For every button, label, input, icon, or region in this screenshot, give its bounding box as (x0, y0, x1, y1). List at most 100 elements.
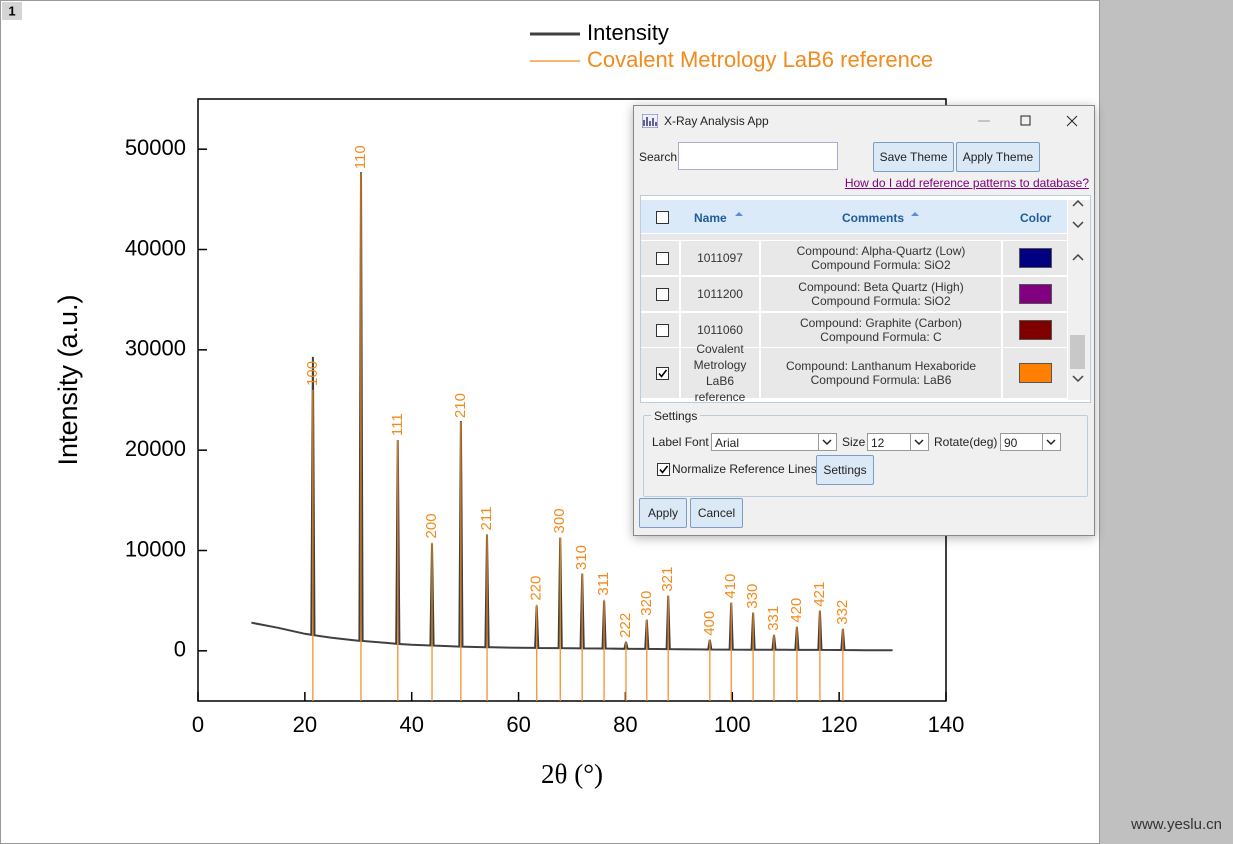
row-color-cell (1003, 313, 1067, 347)
dialog: X-Ray Analysis App Search Save Theme App… (633, 105, 1095, 536)
cut-row (641, 234, 1067, 240)
hkl-label: 210 (452, 393, 469, 418)
dropdown-arrow (1042, 434, 1056, 450)
column-header[interactable]: Color (1020, 211, 1052, 225)
hkl-label: 321 (659, 567, 676, 592)
hkl-label: 331 (765, 606, 782, 631)
hkl-label: 111 (389, 413, 406, 436)
row-color-cell (1003, 277, 1067, 311)
formula: Compound Formula: SiO2 (811, 294, 951, 308)
dropdown-arrow (910, 434, 924, 450)
hkl-label: 400 (701, 611, 718, 636)
search-input[interactable] (678, 142, 838, 170)
apply-button[interactable]: Apply (639, 498, 687, 528)
hkl-label: 222 (617, 613, 634, 638)
hkl-label: 410 (722, 574, 739, 599)
check-mark (659, 465, 669, 474)
row-color-cell (1003, 348, 1067, 398)
settings-group (643, 415, 1088, 497)
row-comments: Compound: Graphite (Carbon) Compound Form… (761, 313, 1001, 347)
window-controls[interactable] (964, 106, 1094, 136)
row-checkbox[interactable] (656, 288, 669, 301)
x-axis-title: 2θ (°) (541, 759, 603, 789)
y-tick-label: 40000 (125, 235, 186, 260)
cancel-button[interactable]: Cancel (690, 498, 743, 528)
intensity-line (251, 172, 893, 652)
font-value: Arial (715, 436, 740, 450)
font-select[interactable]: Arial (711, 433, 837, 451)
compound: Compound: Graphite (Carbon) (799, 316, 963, 330)
hkl-label: 311 (595, 572, 612, 596)
watermark: www.yeslu.cn (1130, 816, 1222, 833)
hkl-label: 200 (423, 513, 440, 538)
x-tick-label: 20 (293, 712, 317, 737)
x-tick-label: 60 (506, 712, 530, 737)
normalize-checkbox[interactable] (657, 463, 670, 476)
y-tick-label: 50000 (125, 135, 186, 160)
hkl-label: 332 (834, 600, 851, 625)
formula: Compound Formula: SiO2 (811, 258, 951, 272)
x-tick-label: 40 (399, 712, 423, 737)
row-checkbox[interactable] (656, 252, 669, 265)
rotate-value: 90 (1004, 436, 1018, 450)
formula: Compound Formula: LaB6 (810, 373, 952, 387)
hkl-label: 300 (551, 508, 568, 533)
color-swatch[interactable] (1018, 320, 1052, 340)
legend-label: Covalent Metrology LaB6 reference (587, 47, 933, 72)
legend-label: Intensity (587, 20, 669, 45)
reference-table: Name Comments Color 1011097 Compound: Alp… (640, 195, 1091, 403)
help-link[interactable]: How do I add reference patterns to datab… (844, 176, 1089, 190)
table-header (641, 200, 1067, 233)
apply-theme-button[interactable]: Apply Theme (956, 142, 1040, 172)
color-swatch[interactable] (1018, 248, 1052, 268)
settings-button[interactable]: Settings (816, 455, 874, 485)
hkl-label: 110 (352, 145, 369, 169)
y-tick-label: 30000 (125, 336, 186, 361)
app-icon (642, 114, 658, 128)
normalize-label: Normalize Reference Lines (672, 462, 817, 476)
check-path (659, 465, 669, 474)
y-tick-label: 10000 (125, 536, 186, 561)
tab-box[interactable] (2, 2, 22, 20)
size-value: 12 (871, 436, 885, 450)
column-header[interactable]: Comments (842, 211, 905, 225)
hkl-label: 421 (811, 582, 828, 607)
hkl-label: 420 (788, 598, 805, 623)
color-swatch[interactable] (1018, 284, 1052, 304)
hkl-label: 100 (304, 361, 321, 386)
x-tick-label: 120 (821, 712, 858, 737)
side-panel (1100, 0, 1233, 844)
size-select[interactable]: 12 (867, 433, 929, 451)
dialog-title: X-Ray Analysis App (664, 114, 769, 128)
hkl-label: 220 (528, 576, 545, 601)
x-tick-label: 80 (613, 712, 637, 737)
search-label: Search (639, 150, 678, 164)
color-swatch[interactable] (1018, 363, 1052, 383)
header-checkbox[interactable] (656, 211, 669, 224)
hkl-label: 320 (638, 591, 655, 616)
row-comments: Compound: Alpha-Quartz (Low) Compound For… (761, 241, 1001, 275)
hkl-label: 310 (573, 545, 590, 570)
x-tick-label: 140 (928, 712, 965, 737)
hkl-label: 330 (744, 584, 761, 609)
size-label: Size (842, 435, 866, 449)
row-checkbox[interactable] (656, 324, 669, 337)
rotate-select[interactable]: 90 (1000, 433, 1061, 451)
column-header[interactable]: Name (694, 211, 727, 225)
compound: Compound: Lanthanum Hexaboride (785, 359, 977, 373)
y-tick-label: 0 (174, 637, 186, 662)
y-axis-title: Intensity (a.u.) (53, 294, 83, 465)
row-name: 1011060 (681, 313, 759, 347)
row-name: 1011097 (681, 241, 759, 275)
y-tick-label: 20000 (125, 436, 186, 461)
tab-label[interactable]: 1 (8, 3, 15, 18)
compound: Compound: Beta Quartz (High) (798, 280, 964, 294)
formula: Compound Formula: C (820, 330, 942, 344)
compound: Compound: Alpha-Quartz (Low) (796, 244, 966, 258)
rotate-label: Rotate(deg) (934, 435, 998, 449)
label-font-label: Label Font (652, 435, 709, 449)
row-color-cell (1003, 241, 1067, 275)
row-checkbox[interactable] (656, 367, 669, 380)
row-comments: Compound: Beta Quartz (High) Compound For… (761, 277, 1001, 311)
save-theme-button[interactable]: Save Theme (873, 142, 954, 172)
